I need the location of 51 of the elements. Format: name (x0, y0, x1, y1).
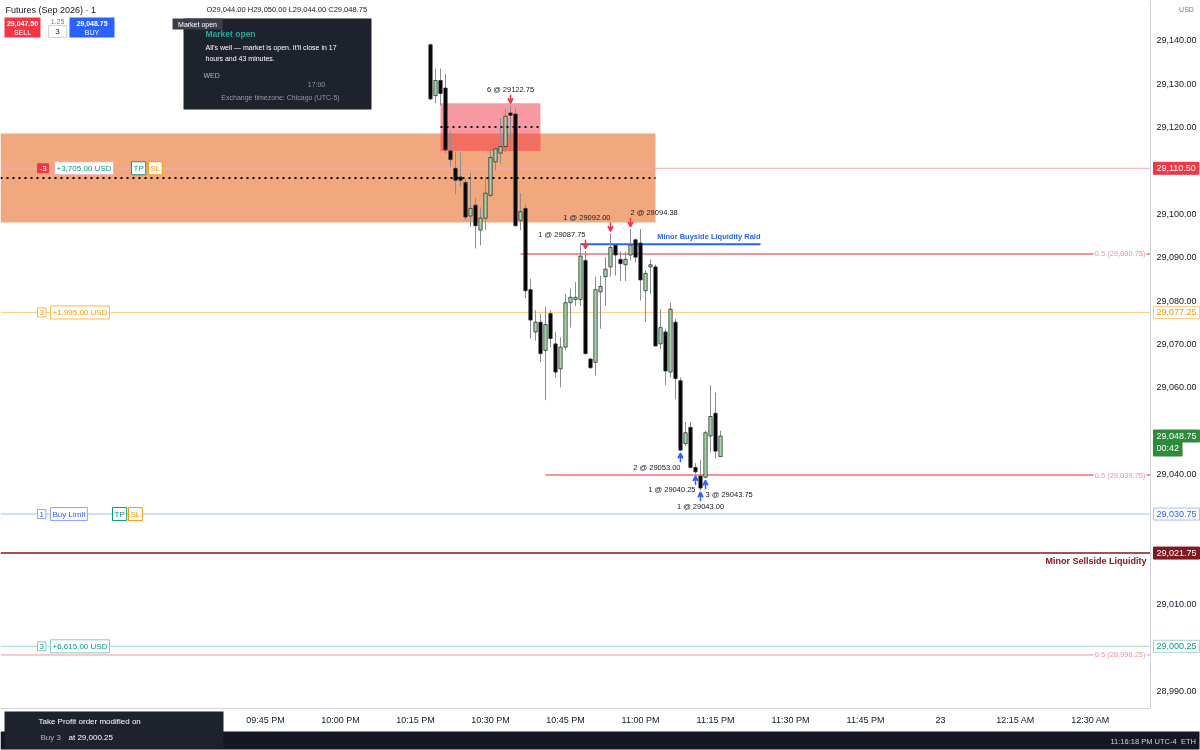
text: 29,021.75 (1156, 548, 1197, 559)
x-tick-label: 11:15 PM (696, 714, 735, 725)
y-tick-label: 29,070.00 (1156, 338, 1197, 349)
y-tick-label: 29,140.00 (1156, 35, 1197, 46)
text: Buy 3 (40, 733, 62, 742)
x-tick-label: 11:45 PM (846, 714, 885, 725)
y-tick-label: 29,060.00 (1156, 382, 1197, 393)
text: at 29,000.25 (68, 733, 114, 742)
x-tick-label: 09:45 PM (246, 714, 285, 725)
annotation: 3 (39, 641, 45, 651)
y-tick-label: 29,130.00 (1156, 78, 1197, 89)
x-tick-label: 12:15 AM (996, 714, 1035, 725)
text: 29,030.75 (1156, 509, 1197, 520)
text: 29,077.25 (1156, 307, 1197, 318)
x-tick-label: 10:00 PM (321, 714, 360, 725)
x-tick-label: 23 (935, 714, 946, 725)
annotation: 3 (39, 307, 45, 317)
annotation: TP (133, 163, 144, 173)
text: Take Profit order modified on (38, 717, 141, 726)
candlestick (448, 130, 453, 168)
annotation: TP (114, 509, 125, 519)
annotation: +6,615.00 USD (52, 641, 108, 651)
y-tick-label: 28,990.00 (1156, 685, 1197, 696)
x-tick-label: 12:30 AM (1071, 714, 1110, 725)
x-tick-label: 10:30 PM (471, 714, 510, 725)
text: 00:42 (1156, 443, 1180, 454)
y-tick-label: 29,100.00 (1156, 208, 1197, 219)
annotation: +1,995.00 USD (52, 307, 108, 317)
annotation: Buy Limit (52, 509, 87, 519)
x-tick-label: 10:45 PM (546, 714, 585, 725)
annotation: +3,705.00 USD (56, 163, 112, 173)
candlestick (603, 256, 608, 307)
text: 29,000.25 (1156, 641, 1197, 652)
text: 29,048.75 (1156, 431, 1197, 442)
annotation: SL (150, 163, 161, 173)
annotation: 3 (55, 27, 61, 36)
annotation: Market open (205, 28, 256, 39)
annotation: -3 (39, 163, 48, 173)
annotation: 1 (39, 509, 45, 519)
chart-title: Futures (Sep 2026) · 1 (5, 4, 97, 15)
y-tick-label: 29,080.00 (1156, 295, 1197, 306)
text: 29,110.50 (1156, 163, 1196, 174)
annotation: SL (130, 509, 141, 519)
x-tick-label: 10:15 PM (396, 714, 435, 725)
ref-line-label: Minor Sellside Liquidity (1045, 556, 1147, 567)
y-tick-label: 29,040.00 (1156, 468, 1197, 479)
y-tick-label: 29,010.00 (1156, 599, 1197, 610)
y-tick-label: 29,090.00 (1156, 252, 1197, 263)
x-tick-label: 11:30 PM (771, 714, 810, 725)
x-tick-label: 11:00 PM (621, 714, 660, 725)
y-tick-label: 29,120.00 (1156, 122, 1197, 133)
